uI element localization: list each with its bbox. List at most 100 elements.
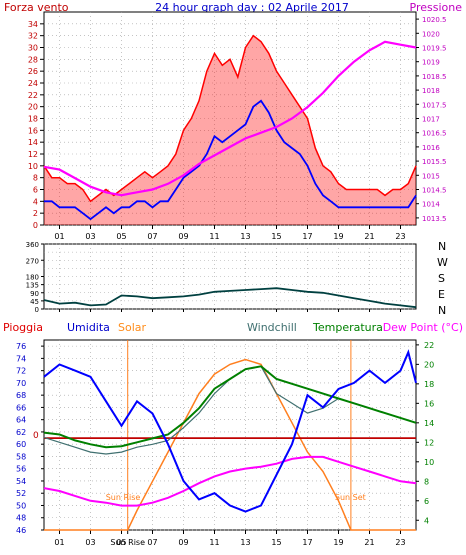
temperature-x-tick-label: 07 [147, 538, 157, 547]
temperature-x-tick-label: 19 [333, 538, 343, 547]
temperature-y-tick-label: 16 [424, 399, 434, 408]
temperature-y-tick-label: 8 [424, 477, 429, 486]
direction-y-tick-label: 45 [30, 298, 39, 306]
humidity-y-tick-label: 56 [16, 465, 26, 474]
legend-solar: Solar [118, 321, 147, 334]
temperature-y-tick-label: 14 [424, 419, 434, 428]
sunrise-label: Sun Rise [106, 493, 141, 502]
y-tick-label: 24 [28, 79, 38, 88]
pressure-line [43, 40, 417, 197]
y2-tick-label: 1018 [422, 87, 440, 95]
humidity-y-tick-label: 58 [16, 452, 26, 461]
temperature-x-tick-label: 03 [85, 538, 95, 547]
y2-tick-label: 1015 [422, 172, 440, 180]
humidity-y-tick-label: 46 [16, 526, 26, 535]
y2-tick-label: 1019 [422, 59, 440, 67]
direction-y-tick-label: 180 [26, 274, 39, 282]
y-tick-label: 6 [33, 186, 38, 195]
y-tick-label: 22 [28, 91, 38, 100]
humidity-y-tick-label: 68 [16, 391, 26, 400]
x-tick-label: 21 [364, 232, 374, 241]
sunset-label: Sun Set [335, 493, 366, 502]
humidity-y-tick-label: 76 [16, 342, 26, 351]
dewpoint-line [43, 455, 417, 507]
y2-tick-label: 1020 [422, 30, 440, 38]
humidity-y-tick-label: 72 [16, 367, 26, 376]
humidity-y-tick-label: 48 [16, 514, 26, 523]
direction-y-tick-label: 90 [30, 290, 39, 298]
x-tick-label: 09 [178, 232, 188, 241]
y-tick-label: 14 [28, 138, 38, 147]
compass-label: W [437, 256, 448, 269]
temperature-y-tick-label: 6 [424, 497, 429, 506]
chart-marks: 02468101214161820222426283032341013.5101… [16, 12, 447, 547]
humidity-y-tick-label: 64 [16, 416, 26, 425]
temperature-y-tick-label: 18 [424, 380, 434, 389]
y2-tick-label: 1014 [422, 201, 440, 209]
temperature-x-tick-label: Sun Rise [110, 538, 145, 547]
direction-y-tick-label: 270 [26, 257, 39, 265]
y-tick-label: 30 [28, 44, 38, 53]
temperature-x-tick-label: 23 [395, 538, 405, 547]
y-tick-label: 12 [28, 150, 38, 159]
y2-tick-label: 1017.5 [422, 101, 447, 109]
x-tick-label: 13 [240, 232, 250, 241]
x-tick-label: 07 [147, 232, 157, 241]
y-tick-label: 18 [28, 115, 38, 124]
temperature-y-tick-label: 22 [424, 341, 434, 350]
x-tick-label: 11 [209, 232, 219, 241]
y-tick-label: 0 [33, 221, 38, 230]
humidity-line [43, 349, 417, 513]
y-tick-label: 16 [28, 126, 38, 135]
y2-tick-label: 1017 [422, 116, 440, 124]
legend-dewpoint: Dew Point (°C) [383, 321, 463, 334]
y-tick-label: 20 [28, 103, 38, 112]
temperature-x-tick-label: 21 [364, 538, 374, 547]
y2-tick-label: 1013.5 [422, 215, 447, 223]
temperature-x-tick-label: 01 [54, 538, 64, 547]
temperature-x-tick-label: 13 [240, 538, 250, 547]
humidity-y-tick-label: 50 [16, 501, 26, 510]
y-tick-label: 4 [33, 197, 38, 206]
temperature-y-tick-label: 12 [424, 438, 434, 447]
y2-tick-label: 1014.5 [422, 187, 447, 195]
y-tick-label: 2 [33, 209, 38, 218]
y-tick-label: 26 [28, 67, 38, 76]
y2-tick-label: 1016.5 [422, 130, 447, 138]
wind-axis-title: Forza vento [4, 1, 69, 14]
solar-line [44, 358, 416, 531]
wind-average-line [44, 99, 417, 221]
humidity-y-tick-label: 66 [16, 403, 26, 412]
y2-tick-label: 1018.5 [422, 73, 447, 81]
humidity-y-tick-label: 70 [16, 379, 26, 388]
wind-gust-area [44, 35, 416, 226]
compass-label: S [438, 272, 445, 285]
x-tick-label: 01 [54, 232, 64, 241]
temperature-line [43, 365, 417, 449]
y-tick-label: 32 [28, 32, 38, 41]
y-tick-label: 8 [33, 174, 38, 183]
legend-windchill: Windchill [247, 321, 297, 334]
temperature-y-tick-label: 10 [424, 458, 434, 467]
y2-tick-label: 1020.5 [422, 16, 447, 24]
y2-tick-label: 1015.5 [422, 158, 447, 166]
x-tick-label: 23 [395, 232, 405, 241]
rain-zero-label: 0 [33, 431, 39, 441]
direction-y-tick-label: 135 [26, 282, 39, 290]
humidity-y-tick-label: 74 [16, 354, 26, 363]
x-tick-label: 05 [116, 232, 126, 241]
wind-direction-line [43, 287, 417, 309]
pressure-axis-title: Pressione [410, 1, 463, 14]
temperature-y-tick-label: 4 [424, 516, 429, 525]
y-tick-label: 34 [28, 20, 38, 29]
legend-rain: Pioggia [3, 321, 43, 334]
y-tick-label: 10 [28, 162, 38, 171]
x-tick-label: 03 [85, 232, 95, 241]
x-tick-label: 17 [302, 232, 312, 241]
humidity-y-tick-label: 52 [16, 489, 26, 498]
legend-humidity: Umidita [67, 321, 110, 334]
temperature-x-tick-label: 17 [302, 538, 312, 547]
direction-y-tick-label: 0 [35, 306, 39, 314]
compass-label: N [438, 304, 446, 317]
